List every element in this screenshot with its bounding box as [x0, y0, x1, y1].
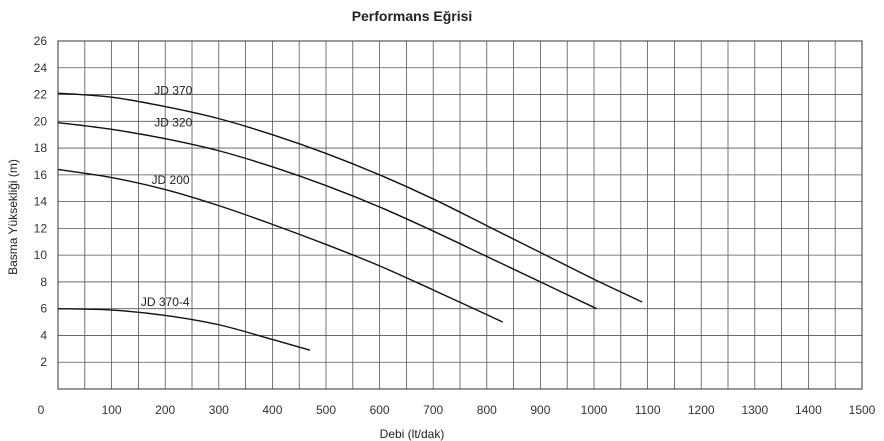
x-tick-label: 1300 [741, 403, 768, 417]
series-label-jd-320: JD 320 [154, 116, 192, 130]
x-tick-label: 500 [316, 403, 336, 417]
x-tick-label: 1500 [849, 403, 876, 417]
x-tick-label: 400 [262, 403, 282, 417]
plot-frame [57, 40, 863, 390]
x-tick-label: 700 [423, 403, 443, 417]
y-tick-label: 20 [34, 114, 48, 128]
grid-lines [58, 41, 862, 389]
y-tick-label: 12 [34, 221, 48, 235]
x-tick-label: 1400 [795, 403, 822, 417]
x-axis-label: Debi (lt/dak) [380, 427, 445, 441]
x-axis-ticks: 0 100 200 300 400 500 600 700 800 900 1000 1100 1200… [38, 403, 876, 417]
series-label-jd-370: JD 370 [154, 84, 192, 98]
series-line-jd-370 [57, 92, 643, 303]
series-line-jd-320 [57, 121, 597, 310]
x-tick-label: 300 [209, 403, 229, 417]
series-labels: JD 370 JD 320 JD 200 JD 370-4 [141, 84, 193, 309]
x-tick-label: 600 [370, 403, 390, 417]
y-tick-label: 24 [34, 61, 48, 75]
y-tick-label: 18 [34, 141, 48, 155]
series-curves [57, 92, 643, 351]
y-tick-label: 22 [34, 88, 48, 102]
y-tick-label: 4 [40, 328, 47, 342]
series-label-jd-200: JD 200 [152, 173, 190, 187]
y-tick-label: 16 [34, 168, 48, 182]
x-tick-label: 200 [155, 403, 175, 417]
y-tick-label: 14 [34, 195, 48, 209]
y-tick-label: 10 [34, 248, 48, 262]
y-tick-label: 26 [34, 34, 48, 48]
y-axis-label: Basma Yüksekliği (m) [6, 159, 20, 275]
x-tick-label: 1200 [688, 403, 715, 417]
x-tick-label: 1000 [581, 403, 608, 417]
x-tick-label: 800 [477, 403, 497, 417]
series-label-jd-370-4: JD 370-4 [141, 295, 190, 309]
x-tick-label: 100 [102, 403, 122, 417]
y-tick-label: 6 [40, 302, 47, 316]
x-tick-label: 0 [38, 403, 45, 417]
series-line-jd-370-4 [57, 307, 311, 351]
y-tick-label: 8 [40, 275, 47, 289]
y-tick-label: 2 [40, 355, 47, 369]
chart-title: Performans Eğrisi [352, 8, 473, 24]
x-tick-label: 900 [530, 403, 550, 417]
series-line-jd-200 [57, 168, 504, 323]
x-tick-label: 1100 [635, 403, 661, 417]
